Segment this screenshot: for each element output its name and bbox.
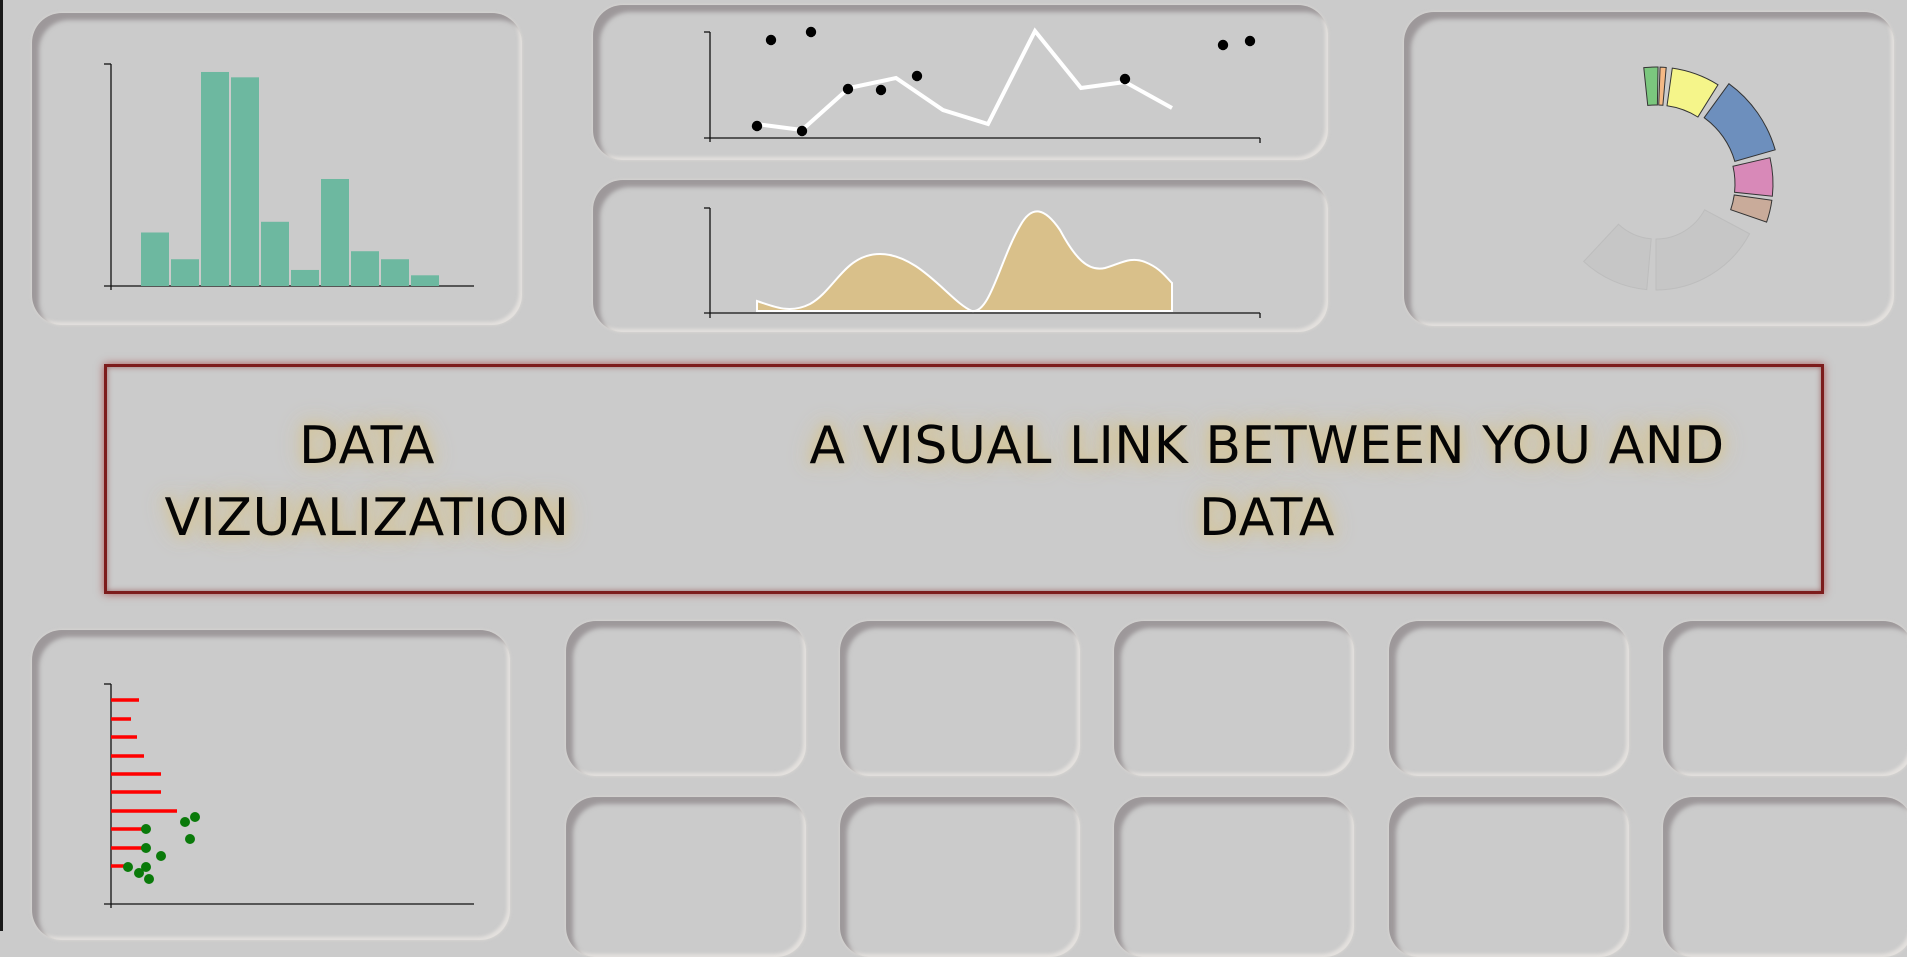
empty-tile[interactable] xyxy=(840,797,1080,957)
donut-slice xyxy=(1666,67,1719,118)
line-chart-point xyxy=(842,83,854,95)
empty-tile[interactable] xyxy=(1663,797,1907,957)
donut-slice xyxy=(1655,209,1751,291)
line-chart-point xyxy=(796,125,808,137)
donut-slice xyxy=(1732,157,1774,197)
donut-slice xyxy=(1583,223,1652,291)
left-edge-bar xyxy=(0,0,3,931)
bar-dot-chart-tile[interactable] xyxy=(32,630,510,940)
banner-left-title: DATA VIZUALIZATION xyxy=(164,416,570,548)
donut-slice xyxy=(1703,82,1776,163)
empty-tile[interactable] xyxy=(1114,797,1354,957)
line-chart-point xyxy=(805,26,817,38)
empty-tile[interactable] xyxy=(1114,621,1354,776)
empty-tile[interactable] xyxy=(566,621,806,776)
green-dot xyxy=(180,817,190,827)
histogram-bar xyxy=(411,275,439,286)
green-dot xyxy=(123,862,133,872)
histogram-bar xyxy=(231,77,259,287)
line-chart-point xyxy=(911,70,923,82)
histogram-bar xyxy=(351,251,379,286)
line-series xyxy=(755,27,1173,133)
line-chart-point xyxy=(751,120,763,132)
line-chart-point xyxy=(765,34,777,46)
donut-slice xyxy=(1643,66,1659,106)
line-chart-point xyxy=(1217,39,1229,51)
histogram-bar xyxy=(381,259,409,286)
histogram-bar xyxy=(141,232,169,286)
empty-tile[interactable] xyxy=(1389,797,1629,957)
banner-right-title: A VISUAL LINK BETWEEN YOU AND DATA xyxy=(809,416,1725,548)
green-dot xyxy=(141,843,151,853)
empty-tile[interactable] xyxy=(1389,621,1629,776)
green-dot xyxy=(141,824,151,834)
donut-slice xyxy=(1658,66,1667,106)
donut-chart-tile[interactable] xyxy=(1404,12,1894,326)
line-chart-point xyxy=(1244,35,1256,47)
histogram-bar xyxy=(321,178,349,286)
green-dot xyxy=(144,874,154,884)
empty-tile[interactable] xyxy=(840,621,1080,776)
green-dot xyxy=(141,862,151,872)
green-dot xyxy=(185,834,195,844)
line-chart-point xyxy=(875,84,887,96)
green-dot xyxy=(190,812,200,822)
green-dot xyxy=(156,851,166,861)
histogram-bar xyxy=(291,269,319,286)
line-chart-point xyxy=(1119,73,1131,85)
donut-slice xyxy=(1730,194,1773,223)
green-dot xyxy=(134,868,144,878)
histogram-bar xyxy=(201,71,229,287)
empty-tile[interactable] xyxy=(1663,621,1907,776)
histogram-bar xyxy=(261,221,289,286)
charts-layer xyxy=(104,26,1776,908)
line-chart-tile[interactable] xyxy=(593,5,1328,160)
title-banner: DATA VIZUALIZATION A VISUAL LINK BETWEEN… xyxy=(104,364,1824,594)
histogram-bar xyxy=(171,259,199,286)
empty-tile[interactable] xyxy=(566,797,806,957)
area-series xyxy=(756,210,1173,313)
